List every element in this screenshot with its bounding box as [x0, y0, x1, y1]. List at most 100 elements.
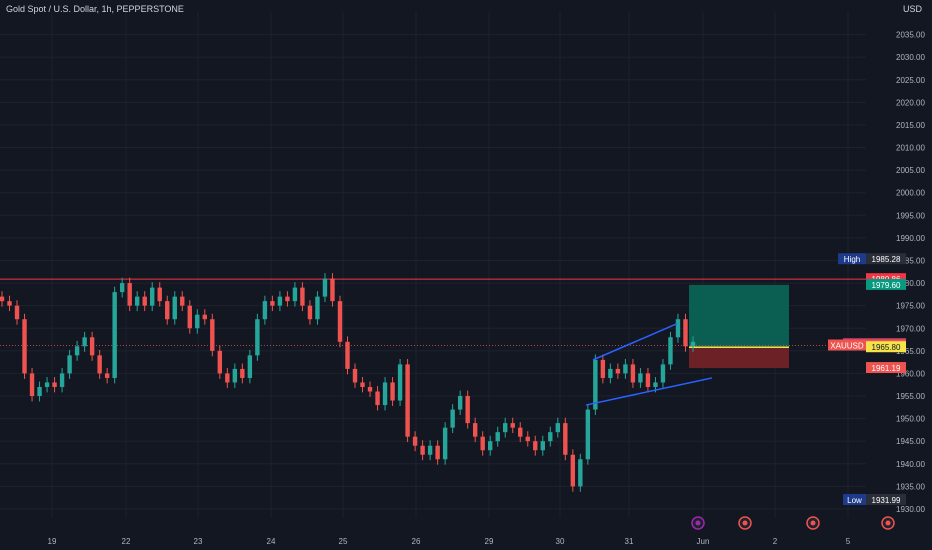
y-tick-label: 2005.00: [896, 166, 925, 175]
candle-body: [52, 382, 57, 387]
flag-icon-dot: [885, 520, 891, 526]
candle-body: [165, 301, 170, 320]
candle-body: [292, 287, 298, 302]
time-axis[interactable]: 19 22 23 24 25 26 29 30 31 Jun 2 5: [48, 537, 851, 546]
price-axis[interactable]: 1930.00 1935.00 1940.00 1945.00 1950.00 1955.…: [896, 31, 925, 514]
candle-body: [668, 337, 673, 365]
y-tick-label: 1950.00: [896, 415, 925, 424]
candle-body: [563, 423, 568, 455]
currency-label: USD: [902, 4, 922, 14]
candle-body: [533, 441, 538, 451]
lightning-icon-dot: [695, 520, 701, 526]
candle-body: [675, 319, 681, 338]
candle-body: [255, 319, 260, 356]
candle-body: [442, 427, 448, 460]
candle-body: [59, 373, 65, 387]
candle-body: [262, 301, 268, 320]
take-profit-tag-bg: [866, 278, 906, 290]
candle-body: [217, 350, 223, 374]
y-tick-label: 2000.00: [896, 189, 925, 198]
candle-body: [382, 382, 388, 406]
candle-body: [645, 373, 651, 387]
x-tick-label: Jun: [697, 537, 710, 546]
channel-upper: [592, 323, 678, 361]
candle-body: [488, 441, 493, 451]
x-tick-label: 22: [122, 537, 131, 546]
candle-body: [660, 364, 666, 383]
candle-body: [44, 382, 50, 387]
candle-body: [548, 432, 553, 442]
chart-title: Gold Spot / U.S. Dollar, 1h, PEPPERSTONE: [6, 4, 184, 14]
candle-body: [74, 346, 80, 356]
candle-body: [277, 296, 283, 306]
x-tick-label: 23: [194, 537, 203, 546]
candle-body: [0, 296, 5, 302]
low-tag-bg: [866, 493, 906, 505]
take-profit-tag-value: 1979.60: [872, 281, 901, 290]
x-tick-label: 24: [267, 537, 276, 546]
y-tick-label: 1945.00: [896, 437, 925, 446]
candle-body: [127, 283, 132, 306]
candle-body: [195, 314, 200, 329]
candle-body: [630, 364, 636, 383]
resistance-tag-bg: [866, 273, 906, 285]
candle-body: [89, 337, 95, 356]
candle-body: [22, 319, 27, 374]
candle-body: [495, 432, 500, 442]
y-tick-label: 1980.00: [896, 279, 925, 288]
candle-body: [518, 427, 523, 437]
low-tag-label: Low: [847, 496, 862, 505]
candle-body: [112, 292, 117, 378]
candle-body: [412, 436, 418, 446]
y-tick-label: 1985.00: [896, 256, 925, 265]
y-tick-label: 1930.00: [896, 505, 925, 514]
channel-lower: [585, 377, 713, 406]
candle-body: [187, 305, 192, 329]
grid: [0, 12, 866, 518]
candle-body: [600, 359, 606, 378]
y-tick-label: 1995.00: [896, 211, 925, 220]
candle-body: [540, 441, 545, 451]
candle-body: [270, 301, 275, 306]
candle-body: [67, 355, 72, 374]
y-tick-label: 1990.00: [896, 234, 925, 243]
y-tick-label: 1955.00: [896, 392, 925, 401]
candle-body: [623, 364, 628, 374]
y-tick-label: 2025.00: [896, 76, 925, 85]
candle-body: [315, 296, 320, 320]
high-tag-label: High: [844, 255, 860, 264]
candle-body: [593, 359, 598, 410]
candle-body: [14, 305, 20, 320]
candle-body: [134, 296, 140, 306]
y-tick-label: 1965.00: [896, 347, 925, 356]
candle-body: [352, 368, 358, 383]
y-tick-label: 2010.00: [896, 144, 925, 153]
candle-body: [585, 409, 591, 460]
candle-body: [683, 319, 688, 347]
candle-body: [397, 364, 403, 401]
candle-body: [330, 278, 335, 302]
candle-body: [578, 459, 583, 487]
candle-body: [225, 373, 230, 383]
candle-body: [503, 423, 508, 433]
candle-body: [420, 445, 425, 455]
candle-body: [345, 341, 350, 369]
candle-body: [210, 319, 215, 351]
y-tick-label: 1960.00: [896, 369, 925, 378]
y-tick-label: 1935.00: [896, 482, 925, 491]
candle-body: [142, 296, 147, 306]
candle-body: [375, 391, 380, 406]
y-tick-label: 1940.00: [896, 460, 925, 469]
price-channel[interactable]: [585, 323, 713, 406]
candle-body: [638, 373, 643, 383]
candle-body: [608, 368, 613, 378]
candle-body: [232, 368, 238, 383]
x-tick-label: 5: [846, 537, 851, 546]
x-tick-label: 29: [485, 537, 494, 546]
event-icons[interactable]: [691, 516, 895, 530]
candle-body: [285, 296, 290, 302]
candles: [0, 273, 696, 492]
candle-body: [525, 436, 530, 442]
x-tick-label: 2: [773, 537, 778, 546]
